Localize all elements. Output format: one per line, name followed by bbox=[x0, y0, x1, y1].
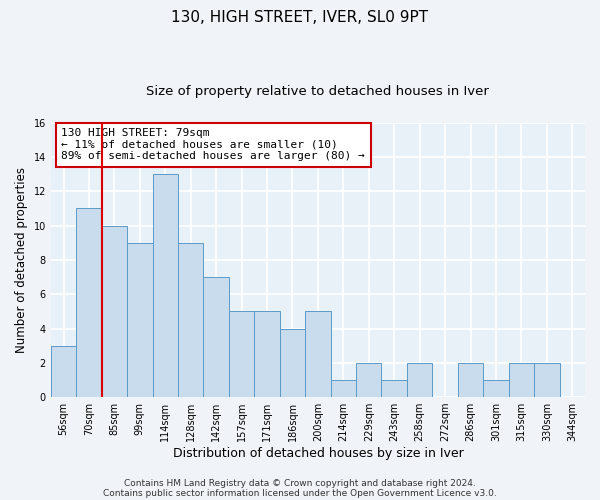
Bar bbox=[305, 312, 331, 397]
Bar bbox=[76, 208, 101, 397]
Text: Contains public sector information licensed under the Open Government Licence v3: Contains public sector information licen… bbox=[103, 488, 497, 498]
Bar bbox=[101, 226, 127, 397]
Title: Size of property relative to detached houses in Iver: Size of property relative to detached ho… bbox=[146, 85, 490, 98]
Bar bbox=[280, 328, 305, 397]
Bar bbox=[356, 363, 382, 397]
Text: Contains HM Land Registry data © Crown copyright and database right 2024.: Contains HM Land Registry data © Crown c… bbox=[124, 478, 476, 488]
Bar bbox=[331, 380, 356, 397]
Bar bbox=[127, 243, 152, 397]
Bar bbox=[534, 363, 560, 397]
Bar bbox=[458, 363, 483, 397]
Bar bbox=[51, 346, 76, 397]
Bar bbox=[407, 363, 433, 397]
Bar bbox=[382, 380, 407, 397]
Bar bbox=[152, 174, 178, 397]
Bar bbox=[178, 243, 203, 397]
Y-axis label: Number of detached properties: Number of detached properties bbox=[15, 167, 28, 353]
Text: 130, HIGH STREET, IVER, SL0 9PT: 130, HIGH STREET, IVER, SL0 9PT bbox=[172, 10, 428, 25]
Bar bbox=[203, 277, 229, 397]
Text: 130 HIGH STREET: 79sqm
← 11% of detached houses are smaller (10)
89% of semi-det: 130 HIGH STREET: 79sqm ← 11% of detached… bbox=[61, 128, 365, 162]
Bar bbox=[483, 380, 509, 397]
Bar bbox=[509, 363, 534, 397]
Bar bbox=[254, 312, 280, 397]
X-axis label: Distribution of detached houses by size in Iver: Distribution of detached houses by size … bbox=[173, 447, 463, 460]
Bar bbox=[229, 312, 254, 397]
